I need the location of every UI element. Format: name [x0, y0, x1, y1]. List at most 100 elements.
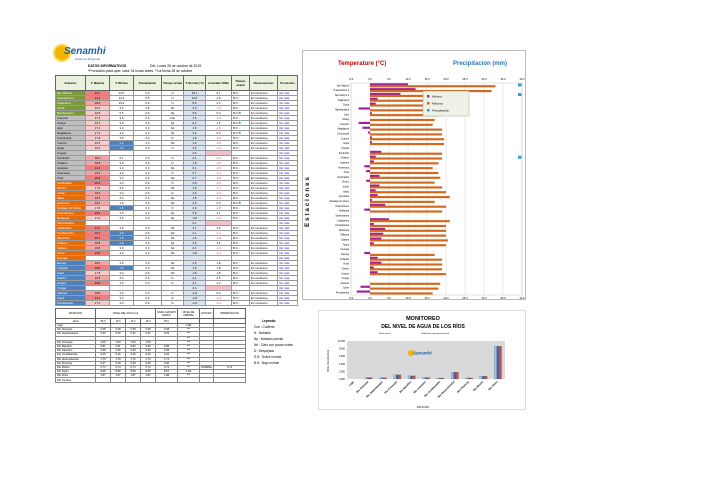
forecast-link[interactable]: Ver más [279, 141, 290, 145]
level-bar [427, 377, 430, 380]
plus-icon: ✚ [237, 121, 241, 125]
arrow-down-icon: ↓ [237, 146, 240, 150]
tmax-bar [370, 176, 441, 179]
forecast-link[interactable]: Ver más [279, 301, 290, 305]
tmax-bar [370, 195, 450, 199]
station-label: Huaraz [342, 272, 350, 275]
forecast-link[interactable]: Ver más [279, 156, 290, 160]
forecast-link[interactable]: Ver más [279, 296, 290, 300]
forecast-link[interactable]: Ver más [279, 116, 290, 120]
x-tick-label-bottom: 0.0 [368, 296, 372, 300]
station-label: Cabana [341, 240, 350, 242]
tmin-bar [370, 266, 374, 269]
forecast-link[interactable]: Ver más [279, 161, 290, 165]
header-row: ESTACIÓN NIVEL DEL AGUA (m) NIVEL MÁXIMO D… [55, 308, 247, 319]
table-row: Pomabamba 17.2 3.0 0.0 D -1.8 -2.2 B.N ↓ En moni… [55, 300, 298, 306]
arrow-down-icon: ↓ [237, 176, 240, 180]
forecast-link[interactable]: Ver más [279, 256, 290, 260]
forecast-link[interactable]: Ver más [279, 146, 290, 150]
forecast-link[interactable]: Ver más [279, 201, 290, 205]
tmin-bar [370, 174, 380, 178]
river-value [110, 377, 126, 383]
forecast-link[interactable]: Ver más [279, 191, 290, 195]
column-header: ESTACIÓN [55, 308, 96, 319]
level-bar [379, 377, 382, 380]
forecast-link[interactable]: Ver más [279, 251, 290, 255]
arrow-up-icon: ↑ [237, 226, 240, 230]
y-axis-label: Estaciones [305, 175, 311, 227]
station-label: Salpo [343, 191, 350, 193]
tmin-bar [370, 256, 378, 259]
forecast-link[interactable]: Ver más [279, 241, 290, 245]
forecast-link[interactable]: Ver más [279, 196, 290, 200]
forecast-link[interactable]: Ver más [279, 236, 290, 240]
tmin-bar [370, 102, 376, 105]
forecast-link[interactable]: Ver más [279, 171, 290, 175]
forecast-link[interactable]: Ver más [279, 216, 290, 220]
x-tick-label-bottom: 15.0 [424, 296, 430, 300]
forecast-link[interactable]: Ver más [279, 206, 290, 210]
forecast-link[interactable]: Ver más [279, 131, 290, 135]
station-label: Chiquián [340, 259, 350, 261]
tmin-bar [370, 227, 386, 231]
arrow-up-icon: ↑ [237, 101, 240, 105]
station-label: Ayabaca [340, 161, 350, 164]
forecast-link[interactable]: Ver más [279, 291, 290, 295]
station-label: Carhuaz [340, 282, 350, 285]
forecast-link[interactable]: Ver más [279, 231, 290, 235]
chart-title-precipitation: Precipitacion (mm) [453, 61, 507, 67]
forecast-link[interactable]: Ver más [279, 136, 290, 140]
forecast-link[interactable]: Ver más [279, 186, 290, 190]
forecast-link[interactable]: Ver más [279, 101, 290, 105]
forecast-link[interactable]: Ver más [279, 126, 290, 130]
forecast-link[interactable]: Ver más [279, 276, 290, 280]
arrow-up-icon: ↑ [237, 291, 240, 295]
forecast-link[interactable]: Ver más [279, 176, 290, 180]
forecast-link[interactable]: Ver más [279, 246, 290, 250]
tmin-bar [370, 150, 382, 153]
forecast-link[interactable]: Ver más [279, 226, 290, 230]
forecast-link[interactable]: Ver más [279, 96, 290, 100]
tmin-bar [370, 155, 376, 158]
station-label: Santiago de Chuco [329, 200, 349, 203]
precip-bar [518, 93, 522, 97]
category-label: Río Marañón [398, 380, 412, 394]
forecast-link[interactable]: Ver más [279, 286, 290, 290]
anomaly-cell: -2.2 [205, 300, 232, 306]
tmax-bar [370, 282, 441, 285]
arrow-down-icon: ↓ [237, 156, 240, 160]
arrow-up-icon: ↑ [237, 266, 240, 270]
category-label: Río Chicama [355, 379, 369, 393]
forecast-link[interactable]: Ver más [279, 151, 290, 155]
legend-item: S.N : Sobre normal [254, 355, 282, 359]
forecast-link[interactable]: Ver más [279, 266, 290, 270]
station-label: Mollepata [339, 210, 350, 213]
level-bar [439, 377, 442, 380]
tmax-bar [370, 239, 448, 242]
forecast-link[interactable]: Ver más [279, 166, 290, 170]
forecast-link[interactable]: Ver más [279, 91, 290, 95]
forecast-link[interactable]: Ver más [279, 181, 290, 185]
forecast-link[interactable]: Ver más [279, 281, 290, 285]
forecast-link[interactable]: Ver más [279, 271, 290, 275]
level-bar [441, 377, 445, 380]
forecast-link[interactable]: Ver más [279, 111, 290, 115]
forecast-link[interactable]: Ver más [279, 261, 290, 265]
table-row: Chota 16.3 3.0 2.5 Np 4.0 -3.3 B.N ↓ En monitore… [55, 105, 298, 111]
arrow-down-icon: ↓ [237, 126, 240, 130]
tmax-bar [370, 244, 446, 247]
arrow-up-icon: ↑ [237, 211, 240, 215]
tmax-bar [370, 258, 443, 261]
tmin-bar [370, 261, 382, 264]
arrow-up-icon: ↑ [237, 241, 240, 245]
x-tick-label-top: 40.0 [519, 77, 525, 81]
table-row: Pallasca 18.8 2.6 0.0 Np 3.5 3.6 B.N ↑ En monito… [55, 240, 298, 246]
x-tick-label-top: 35.0 [500, 77, 506, 81]
forecast-link[interactable]: Ver más [279, 121, 290, 125]
y-tick-label: 6,000 [339, 355, 346, 358]
forecast-link[interactable]: Ver más [279, 106, 290, 110]
forecast-link[interactable]: Ver más [279, 221, 290, 225]
forecast-link[interactable]: Ver más [279, 211, 290, 215]
arrow-down-icon: ↓ [237, 171, 240, 175]
tmax-bar [370, 220, 450, 223]
